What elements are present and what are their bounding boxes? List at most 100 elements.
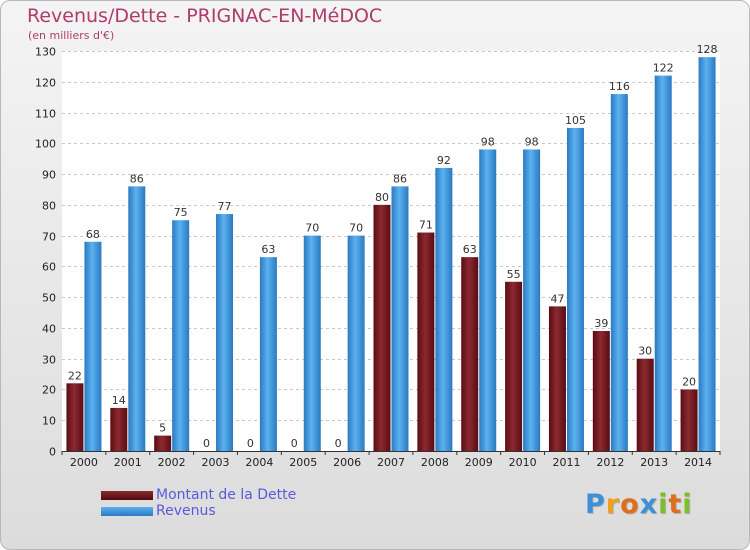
x-tick-label: 2001 <box>114 456 142 469</box>
value-label-revenus: 86 <box>130 172 144 185</box>
bar-dette <box>373 204 391 451</box>
legend-label-debt: Montant de la Dette <box>156 487 297 503</box>
value-label-dette: 30 <box>638 345 652 358</box>
logo-letter: o <box>620 489 640 520</box>
x-tick-label: 2000 <box>70 456 98 469</box>
value-label-revenus: 63 <box>261 243 275 256</box>
y-tick-label: 90 <box>42 169 56 182</box>
y-tick-label: 20 <box>42 384 56 397</box>
bar-revenus <box>523 149 541 451</box>
y-tick-label: 40 <box>42 323 56 336</box>
y-tick-label: 70 <box>42 231 56 244</box>
y-tick-label: 130 <box>35 46 56 59</box>
chart-title: Revenus/Dette - PRIGNAC-EN-MéDOC <box>27 5 383 27</box>
value-label-dette: 39 <box>594 317 608 330</box>
bar-revenus <box>172 220 190 451</box>
bar-revenus <box>566 127 584 451</box>
value-label-revenus: 116 <box>609 80 630 93</box>
y-tick-label: 100 <box>35 138 56 151</box>
bar-dette <box>66 383 84 451</box>
y-tick-label: 80 <box>42 200 56 213</box>
value-label-dette: 5 <box>159 422 166 435</box>
x-tick-label: 2013 <box>640 456 668 469</box>
value-label-revenus: 70 <box>349 222 363 235</box>
x-tick-label: 2014 <box>684 456 712 469</box>
y-tick-label: 30 <box>42 354 56 367</box>
bar-revenus <box>84 241 102 451</box>
bar-dette <box>548 306 566 451</box>
x-tick-label: 2011 <box>552 456 580 469</box>
bar-revenus <box>479 149 497 451</box>
bar-revenus <box>654 75 672 451</box>
value-label-revenus: 77 <box>218 200 232 213</box>
value-label-revenus: 75 <box>174 206 188 219</box>
value-label-dette: 47 <box>550 292 564 305</box>
legend-label-revenus: Revenus <box>156 503 216 519</box>
bar-revenus <box>128 186 146 451</box>
bar-dette <box>636 358 654 451</box>
x-tick-label: 2010 <box>509 456 537 469</box>
x-tick-label: 2006 <box>333 456 361 469</box>
value-label-revenus: 105 <box>565 114 586 127</box>
logo-letter: P <box>585 489 606 520</box>
value-label-dette: 20 <box>682 375 696 388</box>
value-label-dette: 80 <box>375 191 389 204</box>
bar-revenus <box>259 257 277 451</box>
value-label-revenus: 70 <box>305 222 319 235</box>
y-tick-label: 0 <box>49 446 56 459</box>
value-label-revenus: 68 <box>86 228 100 241</box>
x-tick-label: 2012 <box>596 456 624 469</box>
proxiti-logo: Proxiti <box>585 489 693 520</box>
value-label-dette: 0 <box>247 437 254 450</box>
value-label-dette: 71 <box>419 219 433 232</box>
plot-area <box>62 51 720 451</box>
bar-revenus <box>610 94 628 452</box>
x-tick-label: 2007 <box>377 456 405 469</box>
value-label-dette: 63 <box>463 243 477 256</box>
y-tick-label: 50 <box>42 292 56 305</box>
logo-letter: i <box>658 489 669 520</box>
bar-dette <box>461 257 479 451</box>
bar-revenus <box>303 235 321 451</box>
value-label-revenus: 128 <box>697 43 718 56</box>
value-label-revenus: 98 <box>525 135 539 148</box>
bar-revenus <box>391 186 409 451</box>
value-label-revenus: 98 <box>481 135 495 148</box>
value-label-revenus: 92 <box>437 154 451 167</box>
value-label-dette: 55 <box>507 268 521 281</box>
x-tick-label: 2002 <box>158 456 186 469</box>
bar-revenus <box>216 214 234 451</box>
logo-letter: r <box>605 489 621 520</box>
logo-letter: i <box>682 489 693 520</box>
bar-dette <box>680 389 698 451</box>
bar-dette <box>505 281 523 451</box>
value-label-dette: 14 <box>112 394 126 407</box>
value-label-dette: 0 <box>335 437 342 450</box>
x-tick-label: 2004 <box>245 456 273 469</box>
x-tick-label: 2003 <box>202 456 230 469</box>
x-tick-label: 2008 <box>421 456 449 469</box>
value-label-dette: 0 <box>291 437 298 450</box>
bar-dette <box>417 232 435 451</box>
value-label-revenus: 122 <box>653 62 674 75</box>
bar-revenus <box>698 57 716 452</box>
bar-dette <box>592 331 610 451</box>
chart-subtitle: (en milliers d'€) <box>28 29 115 42</box>
bar-dette <box>154 435 172 451</box>
value-label-revenus: 86 <box>393 172 407 185</box>
y-tick-label: 120 <box>35 77 56 90</box>
x-tick-label: 2005 <box>289 456 317 469</box>
legend-swatch-debt <box>101 491 153 500</box>
bar-revenus <box>347 235 365 451</box>
logo-letter: x <box>639 489 659 520</box>
x-tick-label: 2009 <box>465 456 493 469</box>
y-tick-label: 110 <box>35 108 56 121</box>
y-tick-label: 60 <box>42 261 56 274</box>
bar-revenus <box>435 167 453 451</box>
bar-dette <box>110 407 128 451</box>
value-label-dette: 0 <box>203 437 210 450</box>
legend-swatch-revenus <box>101 507 153 516</box>
y-tick-label: 10 <box>42 415 56 428</box>
